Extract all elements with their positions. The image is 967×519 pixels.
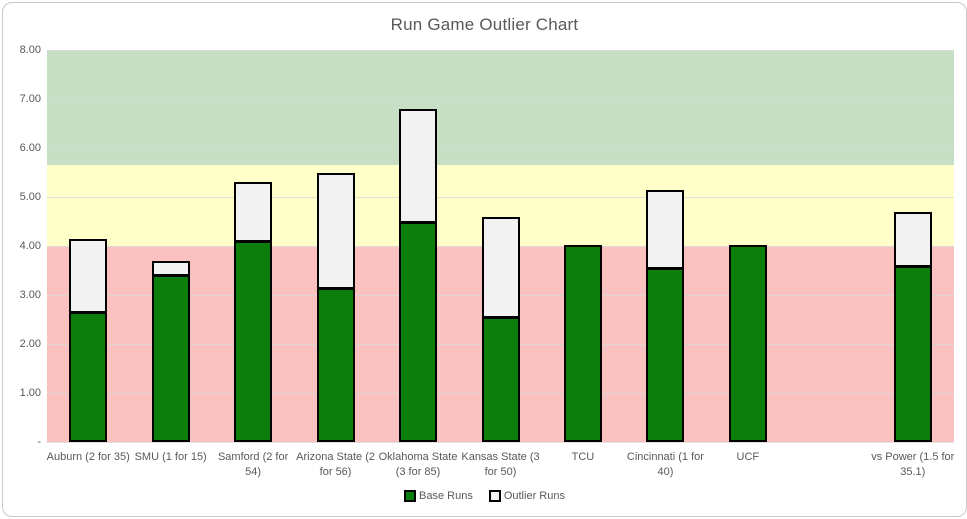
y-axis-tick-label: 8.00	[19, 44, 41, 56]
y-axis-tick-label: 6.00	[19, 142, 41, 154]
bar-segment-base-runs	[893, 265, 932, 442]
bar-segment-base-runs	[69, 312, 108, 442]
bar-segment-outlier-runs	[151, 260, 190, 277]
bar-segment-base-runs	[151, 275, 190, 442]
x-axis-label: Samford (2 for 54)	[217, 451, 289, 478]
y-axis-tick-label: -	[37, 436, 41, 448]
bar-segment-base-runs	[234, 241, 273, 442]
bar-segment-base-runs	[563, 245, 602, 442]
band-green-zone	[47, 50, 954, 166]
bar-segment-outlier-runs	[69, 238, 108, 314]
y-axis-tick-label: 5.00	[19, 191, 41, 203]
x-axis-label: UCF	[736, 451, 760, 463]
bar-segment-outlier-runs	[316, 172, 355, 289]
x-axis-label: SMU (1 for 15)	[134, 451, 207, 463]
y-axis-tick-label: 3.00	[19, 289, 41, 301]
legend-item: Base Runs	[404, 490, 473, 502]
gridline	[47, 197, 954, 198]
bar-segment-base-runs	[481, 317, 520, 442]
y-axis-tick-label: 7.00	[19, 93, 41, 105]
y-axis-tick-label: 4.00	[19, 240, 41, 252]
bar-segment-outlier-runs	[646, 189, 685, 270]
bar-segment-outlier-runs	[893, 211, 932, 267]
x-axis-label: Auburn (2 for 35)	[46, 451, 130, 463]
chart-title: Run Game Outlier Chart	[390, 15, 579, 34]
bar-segment-outlier-runs	[399, 108, 438, 223]
x-axis-label: TCU	[571, 451, 595, 463]
gridline	[47, 148, 954, 149]
x-axis-label: vs Power (1.5 for 35.1)	[871, 451, 955, 478]
legend-item: Outlier Runs	[488, 490, 565, 502]
bar-segment-outlier-runs	[481, 216, 520, 319]
gridline	[47, 50, 954, 51]
legend-label: Base Runs	[419, 490, 473, 502]
legend-label: Outlier Runs	[503, 490, 565, 502]
plot-area: - 1.00 2.00 3.00 4.00 5.00 6.00 7.00 8.00 Auburn …	[20, 44, 955, 478]
x-axis-label: Cincinnati (1 for 40)	[626, 451, 704, 478]
y-axis-tick-label: 2.00	[19, 338, 41, 350]
x-axis-label: Arizona State (2 for 56)	[296, 451, 376, 478]
x-axis-label: Kansas State (3 for 50)	[461, 451, 540, 478]
y-axis-tick-label: 1.00	[19, 387, 41, 399]
bar-segment-base-runs	[646, 268, 685, 442]
bar-segment-base-runs	[316, 287, 355, 442]
bar-segment-outlier-runs	[234, 182, 273, 243]
bar-segment-base-runs	[728, 244, 767, 442]
bar-segment-base-runs	[399, 221, 438, 442]
legend-swatch-icon	[404, 490, 417, 502]
x-axis-label: Oklahoma State (3 for 85)	[378, 451, 458, 478]
legend-swatch-icon	[488, 490, 501, 502]
gridline	[47, 99, 954, 100]
legend: Base Runs Outlier Runs	[3, 490, 966, 502]
